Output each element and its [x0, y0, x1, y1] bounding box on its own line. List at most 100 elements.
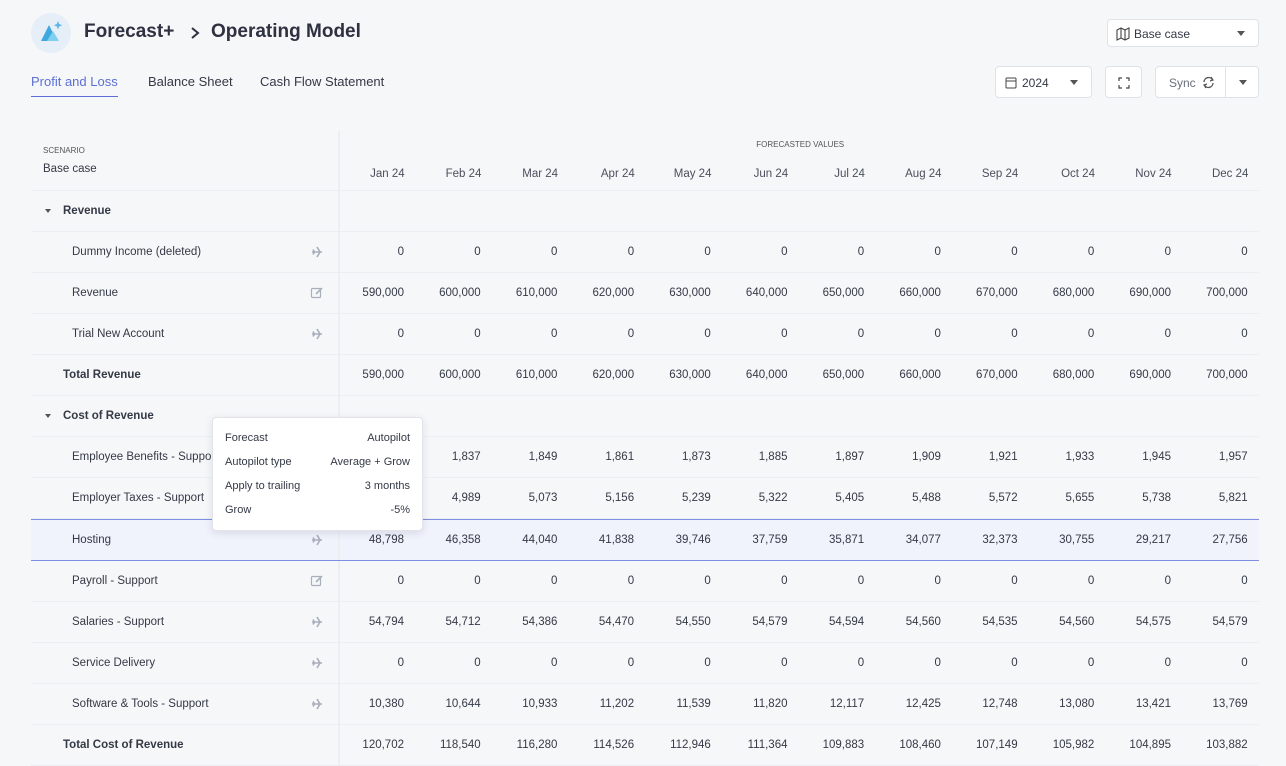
value-cell: 54,794: [368, 616, 404, 628]
item-row[interactable]: Dummy Income (deleted) 0 0 0 0 0 0 0 0 0 0 0 0: [31, 232, 1259, 273]
row-label: Revenue: [72, 287, 119, 299]
item-row[interactable]: Software & Tools - Support 10,380 10,644 10…: [31, 684, 1259, 725]
value-cell: 114,526: [593, 739, 635, 751]
item-row[interactable]: Service Delivery 0 0 0 0 0 0 0 0 0 0 0 0: [31, 643, 1259, 684]
value-cell: 0: [781, 246, 788, 258]
collapse-caret-svg: [45, 414, 51, 418]
collapse-caret: [43, 409, 57, 426]
value-cell: 0: [1241, 328, 1248, 340]
breadcrumb-current: Operating Model: [211, 21, 361, 42]
value-cell: 0: [1164, 246, 1171, 258]
value-cell: 54,550: [675, 616, 711, 628]
value-cell: 1,897: [835, 451, 865, 463]
scenario-value: Base case: [1134, 27, 1191, 41]
value-cell: 0: [397, 575, 404, 587]
month-header: Apr 24: [600, 168, 635, 180]
value-cell: 660,000: [899, 369, 941, 381]
item-row[interactable]: Employee Benefits - Support 1,837 1,849 1,8…: [31, 437, 1259, 478]
value-cell: 0: [857, 657, 865, 669]
separator: [338, 602, 340, 642]
item-row[interactable]: Employer Taxes - Support 4,989 5,073 5,156 5…: [31, 478, 1259, 519]
value-cell: 680,000: [1052, 287, 1095, 299]
section-row[interactable]: Revenue: [31, 191, 1259, 232]
value-cell: 620,000: [592, 369, 635, 381]
month-header: Feb 24: [445, 168, 482, 180]
value-cell: 39,746: [675, 534, 711, 546]
row-label: Payroll - Support: [72, 575, 158, 587]
value-cell: 640,000: [745, 369, 788, 381]
value-cell: 0: [550, 575, 558, 587]
value-cell: 10,933: [522, 698, 558, 710]
autopilot-icon: [310, 327, 324, 344]
tooltip-key: Autopilot type: [225, 456, 292, 468]
item-row[interactable]: Trial New Account 0 0 0 0 0 0 0 0 0 0 0 0: [31, 314, 1259, 355]
tooltip-value: -5%: [390, 504, 410, 516]
value-cell: 0: [704, 246, 711, 258]
month-header: Dec 24: [1211, 168, 1249, 180]
collapse-caret-svg: [45, 209, 51, 213]
value-cell: 0: [474, 657, 481, 669]
tab[interactable]: Profit and Loss: [31, 74, 118, 97]
value-cell: 118,540: [439, 739, 481, 751]
section-label: Cost of Revenue: [63, 410, 154, 422]
value-cell: 54,386: [522, 616, 558, 628]
value-cell: 29,217: [1135, 534, 1171, 546]
separator: [338, 561, 340, 601]
separator: [338, 191, 340, 231]
value-cell: 1,849: [528, 451, 558, 463]
month-header: May 24: [673, 168, 712, 180]
total-row[interactable]: Total Revenue 590,000 600,000 610,000 620,00…: [31, 355, 1259, 396]
value-cell: 13,769: [1212, 698, 1248, 710]
item-row[interactable]: Salaries - Support 54,794 54,712 54,386 54,4…: [31, 602, 1259, 643]
value-cell: 0: [934, 657, 941, 669]
value-cell: 0: [857, 328, 865, 340]
month-header: Jun 24: [753, 168, 789, 180]
fullscreen-button[interactable]: [1105, 66, 1142, 98]
total-label: Total Cost of Revenue: [63, 739, 184, 751]
value-cell: 13,421: [1135, 698, 1171, 710]
value-cell: 1,909: [912, 451, 941, 463]
value-cell: 690,000: [1129, 369, 1171, 381]
value-cell: 111,364: [747, 739, 788, 751]
total-row[interactable]: Total Cost of Revenue 120,702 118,540 116,2…: [31, 725, 1259, 766]
separator: [338, 684, 340, 724]
caret: [1070, 80, 1078, 85]
year-dropdown[interactable]: 2024: [995, 66, 1092, 98]
value-cell: 1,921: [988, 451, 1018, 463]
header-row: SCENARIO Base case FORECASTED VALUES Jan 24…: [31, 131, 1259, 191]
item-row[interactable]: Revenue 590,000 600,000 610,000 620,000 630,0…: [31, 273, 1259, 314]
tab[interactable]: Balance Sheet: [148, 74, 233, 89]
value-cell: 0: [550, 328, 558, 340]
row-label: Employee Benefits - Support: [72, 451, 219, 463]
breadcrumb-root[interactable]: Forecast+: [84, 21, 175, 42]
value-cell: 5,738: [1142, 492, 1171, 504]
value-cell: 30,755: [1059, 534, 1095, 546]
month-header: Jan 24: [370, 168, 405, 180]
value-cell: 48,798: [368, 534, 404, 546]
collapse-caret: [43, 204, 57, 221]
item-row[interactable]: Payroll - Support 0 0 0 0 0 0 0 0 0 0 0 0: [31, 561, 1259, 602]
sync-button[interactable]: Sync: [1155, 66, 1259, 98]
value-cell: 0: [1164, 657, 1171, 669]
value-cell: 34,077: [905, 534, 941, 546]
value-cell: 1,873: [682, 451, 711, 463]
value-cell: 0: [397, 657, 404, 669]
row-label: Hosting: [72, 534, 111, 546]
scenario-dropdown[interactable]: Base case: [1107, 19, 1259, 47]
value-cell: 108,460: [899, 739, 941, 751]
value-cell: 0: [781, 657, 788, 669]
value-cell: 0: [474, 575, 481, 587]
tab[interactable]: Cash Flow Statement: [260, 74, 385, 89]
row-label: Dummy Income (deleted): [72, 246, 202, 258]
tooltip: Forecast Autopilot Autopilot type Average +…: [212, 417, 423, 531]
section-row[interactable]: Cost of Revenue: [31, 396, 1259, 437]
autopilot-icon-svg: [312, 657, 322, 669]
row-label: Software & Tools - Support: [72, 698, 209, 710]
tooltip-value: 3 months: [364, 480, 410, 492]
map-icon: [1116, 27, 1130, 41]
logo: [31, 13, 71, 53]
divider: [1225, 67, 1226, 97]
value-cell: 0: [627, 246, 635, 258]
value-cell: 54,579: [752, 616, 788, 628]
